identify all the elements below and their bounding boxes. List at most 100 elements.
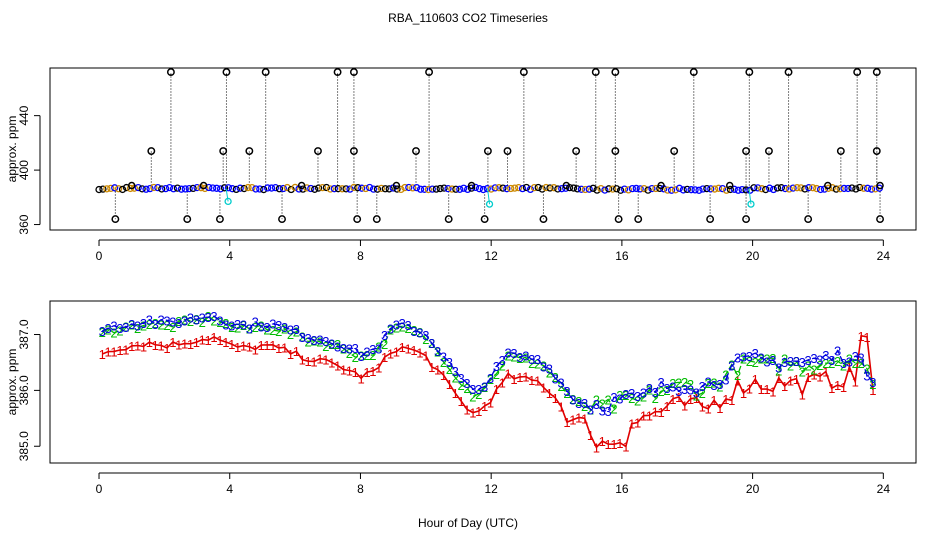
series-marker-2: 2 xyxy=(675,375,682,390)
data-point xyxy=(118,185,127,194)
data-point xyxy=(467,181,476,190)
series-marker-3: 3 xyxy=(740,350,747,365)
series-marker-3: 3 xyxy=(652,385,659,400)
data-point xyxy=(616,186,625,194)
data-point xyxy=(754,184,762,192)
series-marker-3: 3 xyxy=(563,384,570,399)
data-point xyxy=(491,184,499,192)
series-marker-3: 3 xyxy=(581,396,588,411)
series-marker-2: 2 xyxy=(346,346,353,361)
series-marker-1: 1 xyxy=(457,394,464,409)
series-marker-1: 1 xyxy=(105,345,112,360)
series-marker-1: 1 xyxy=(293,344,300,359)
series-marker-3: 3 xyxy=(469,382,476,397)
series-marker-3: 3 xyxy=(852,349,859,364)
data-point xyxy=(758,185,766,193)
spike-point xyxy=(706,215,715,224)
data-point xyxy=(836,185,844,193)
top-plot-area xyxy=(95,68,885,224)
bottom-ylabel: approx. ppm xyxy=(5,349,19,416)
series-marker-3: 3 xyxy=(587,402,594,417)
series-marker-3: 3 xyxy=(716,377,723,392)
series-marker-1: 1 xyxy=(416,346,423,361)
data-point xyxy=(162,185,170,193)
series-marker-3: 3 xyxy=(293,322,300,337)
series-marker-2: 2 xyxy=(422,332,429,347)
series-marker-2: 2 xyxy=(405,321,412,336)
x-tick-label: 0 xyxy=(96,249,103,263)
series-marker-2: 2 xyxy=(740,351,747,366)
data-point xyxy=(711,185,719,193)
series-marker-3: 3 xyxy=(528,352,535,367)
spike-point xyxy=(634,215,643,224)
series-marker-1: 1 xyxy=(475,404,482,419)
series-marker-3: 3 xyxy=(810,351,817,366)
series-marker-1: 1 xyxy=(657,405,664,420)
top-axes: 0 4 8 12 16 20 24 360 400 440 xyxy=(17,105,890,263)
series-marker-2: 2 xyxy=(581,399,588,414)
x-tick-label: 4 xyxy=(226,482,233,496)
series-marker-3: 3 xyxy=(534,352,541,367)
series-marker-1: 1 xyxy=(375,361,382,376)
series-marker-3: 3 xyxy=(352,341,359,356)
data-point xyxy=(777,184,786,192)
series-marker-3: 3 xyxy=(410,324,417,339)
spike-point xyxy=(372,215,381,224)
series-marker-2: 2 xyxy=(457,378,464,393)
data-point xyxy=(718,184,727,193)
spike-point xyxy=(111,215,120,224)
series-marker-2: 2 xyxy=(499,359,506,374)
series-marker-1: 1 xyxy=(481,399,488,414)
spike-point xyxy=(836,147,845,155)
series-marker-3: 3 xyxy=(781,355,788,370)
series-marker-1: 1 xyxy=(187,337,194,352)
series-marker-3: 3 xyxy=(599,404,606,419)
series-marker-2: 2 xyxy=(128,317,135,332)
data-point xyxy=(342,185,350,193)
data-point xyxy=(699,185,707,193)
data-point xyxy=(569,184,578,192)
series-marker-1: 1 xyxy=(181,337,188,352)
series-marker-1: 1 xyxy=(787,373,794,388)
top-plot-frame xyxy=(49,67,917,231)
spike-point xyxy=(784,68,793,77)
series-marker-2: 2 xyxy=(446,362,453,377)
data-point xyxy=(632,184,640,193)
series-marker-2: 2 xyxy=(599,396,606,411)
data-point xyxy=(318,183,327,192)
series-marker-1: 1 xyxy=(369,364,376,379)
series-marker-1: 1 xyxy=(169,335,176,350)
bottom-plot-area: 1111111111111111111111111111111111111111… xyxy=(99,309,877,455)
series-marker-1: 1 xyxy=(793,372,800,387)
series-marker-2: 2 xyxy=(487,372,494,387)
series-marker-3: 3 xyxy=(828,353,835,368)
data-point xyxy=(601,186,609,194)
data-point xyxy=(322,183,331,192)
series-marker-3: 3 xyxy=(216,313,223,328)
series-marker-3: 3 xyxy=(234,317,241,332)
series-marker-1: 1 xyxy=(528,373,535,388)
series-marker-1: 1 xyxy=(546,386,553,401)
x-tick-label: 8 xyxy=(357,249,364,263)
series-marker-3: 3 xyxy=(157,313,164,328)
spike-point xyxy=(611,147,620,155)
data-point xyxy=(805,184,813,192)
series-marker-1: 1 xyxy=(669,392,676,407)
series-marker-1: 1 xyxy=(857,329,864,344)
series-marker-1: 1 xyxy=(399,340,406,355)
series-marker-1: 1 xyxy=(799,387,806,402)
spike-point xyxy=(483,147,492,155)
data-point xyxy=(279,184,287,193)
data-point xyxy=(816,185,825,194)
data-point xyxy=(263,184,272,192)
series-marker-2: 2 xyxy=(240,318,247,333)
series-marker-2: 2 xyxy=(752,355,759,370)
series-marker-2: 2 xyxy=(199,315,206,330)
series-marker-3: 3 xyxy=(210,309,217,324)
data-point xyxy=(209,184,217,192)
series-marker-3: 3 xyxy=(222,318,229,333)
series-marker-3: 3 xyxy=(446,355,453,370)
series-marker-1: 1 xyxy=(628,417,635,432)
data-point xyxy=(683,185,691,194)
series-marker-1: 1 xyxy=(487,396,494,411)
